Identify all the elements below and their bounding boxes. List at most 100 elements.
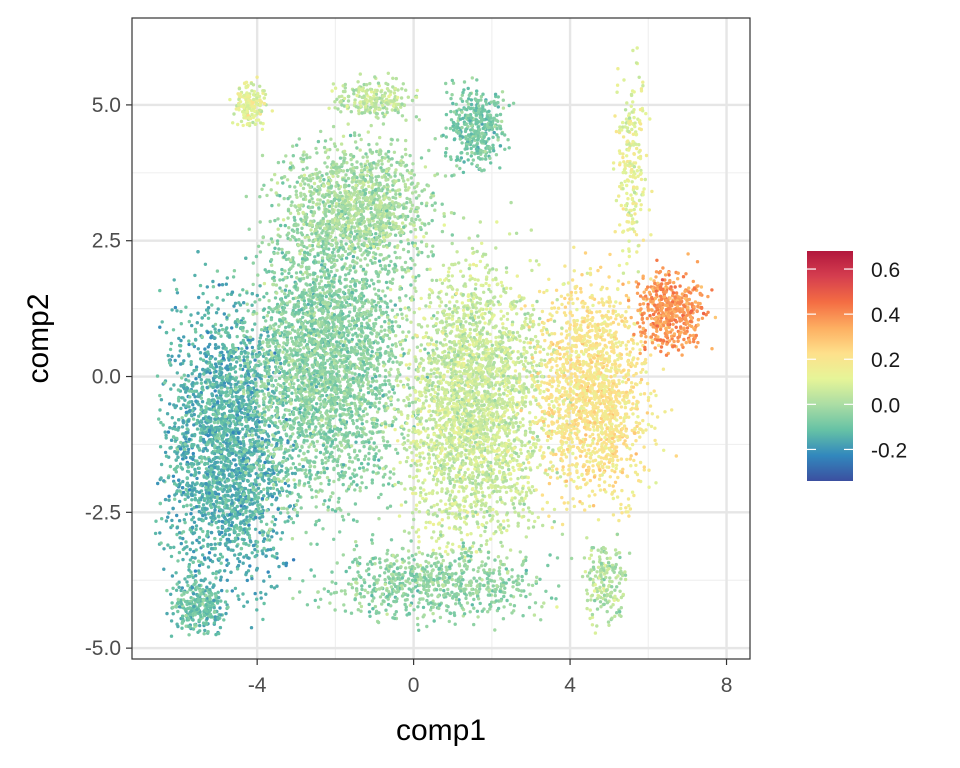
scatter-point — [190, 586, 194, 590]
scatter-point — [196, 597, 200, 602]
scatter-point — [335, 444, 339, 448]
scatter-point — [324, 417, 328, 421]
scatter-point — [216, 400, 220, 404]
scatter-point — [288, 576, 292, 581]
scatter-point — [240, 411, 244, 415]
scatter-point — [297, 454, 301, 458]
scatter-point — [251, 417, 256, 421]
scatter-point — [160, 320, 164, 324]
scatter-point — [187, 488, 192, 492]
scatter-point — [207, 457, 211, 462]
scatter-point — [372, 367, 377, 371]
scatter-point — [257, 510, 261, 514]
scatter-point — [225, 558, 229, 562]
scatter-point — [255, 500, 260, 504]
scatter-point — [243, 411, 247, 415]
scatter-point — [289, 348, 293, 353]
scatter-point — [197, 569, 201, 573]
scatter-point — [278, 278, 282, 282]
scatter-point — [266, 441, 270, 445]
scatter-point — [177, 354, 181, 358]
scatter-point — [203, 608, 207, 612]
scatter-point — [224, 528, 228, 532]
scatter-point — [281, 394, 285, 398]
scatter-point — [383, 382, 388, 387]
scatter-point — [180, 416, 184, 420]
scatter-point — [353, 488, 357, 492]
scatter-point — [284, 320, 288, 324]
scatter-point — [169, 634, 174, 638]
scatter-point — [269, 317, 274, 322]
scatter-point — [295, 230, 300, 235]
scatter-point — [222, 343, 226, 347]
scatter-point — [206, 542, 210, 547]
scatter-point — [201, 518, 205, 523]
scatter-point — [182, 590, 186, 594]
scatter-point — [265, 522, 269, 526]
scatter-point — [225, 456, 229, 460]
scatter-point — [388, 382, 392, 386]
scatter-point — [392, 472, 396, 476]
scatter-point — [248, 509, 252, 513]
scatter-point — [230, 520, 235, 525]
scatter-point — [219, 561, 223, 565]
scatter-point — [213, 508, 217, 512]
scatter-point — [247, 406, 251, 410]
scatter-point — [184, 540, 188, 544]
scatter-point — [346, 439, 350, 443]
scatter-point — [170, 416, 174, 420]
scatter-point — [184, 512, 188, 516]
scatter-point — [315, 432, 319, 436]
scatter-point — [230, 413, 234, 418]
scatter-point — [244, 256, 248, 260]
scatter-point — [316, 253, 320, 257]
scatter-point — [252, 409, 257, 413]
scatter-point — [246, 569, 251, 573]
scatter-point — [168, 361, 172, 365]
scatter-point — [247, 417, 251, 421]
scatter-point — [377, 259, 382, 263]
scatter-point — [276, 425, 280, 430]
scatter-point — [176, 455, 180, 459]
scatter-point — [249, 513, 254, 517]
scatter-point — [283, 223, 287, 228]
scatter-point — [199, 323, 204, 327]
scatter-point — [246, 369, 250, 373]
scatter-point — [255, 608, 259, 612]
scatter-point — [190, 525, 195, 530]
scatter-point — [176, 597, 180, 602]
scatter-point — [191, 592, 196, 596]
scatter-point — [278, 493, 282, 497]
scatter-point — [238, 363, 243, 368]
scatter-point — [261, 552, 265, 556]
scatter-point — [275, 398, 279, 403]
scatter-point — [347, 466, 351, 470]
scatter-point — [226, 292, 230, 296]
scatter-point — [190, 541, 195, 545]
scatter-point — [307, 288, 312, 292]
scatter-point — [290, 312, 294, 316]
scatter-point — [321, 502, 326, 506]
scatter-point — [237, 597, 241, 601]
scatter-point — [197, 563, 202, 568]
scatter-point — [233, 423, 238, 427]
scatter-point — [260, 437, 264, 441]
scatter-point — [169, 554, 174, 559]
scatter-point — [273, 409, 278, 413]
scatter-point — [237, 475, 242, 479]
scatter-point — [209, 426, 213, 430]
scatter-point — [374, 308, 378, 313]
scatter-point — [231, 484, 235, 488]
scatter-point — [262, 417, 266, 421]
scatter-point — [245, 302, 249, 306]
scatter-point — [181, 396, 185, 400]
scatter-point — [175, 447, 180, 452]
scatter-point — [177, 550, 182, 555]
scatter-point — [294, 391, 298, 395]
scatter-point — [192, 389, 197, 393]
scatter-point — [225, 444, 229, 448]
scatter-point — [211, 495, 215, 499]
scatter-point — [197, 414, 201, 418]
scatter-point — [214, 414, 218, 419]
scatter-point — [338, 295, 342, 299]
